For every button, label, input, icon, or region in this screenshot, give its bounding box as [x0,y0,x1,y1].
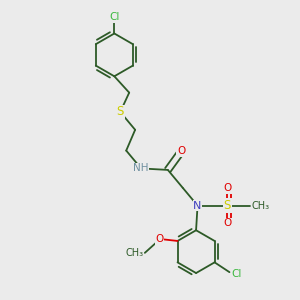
Text: N: N [194,201,202,211]
Text: O: O [177,146,185,157]
Text: Cl: Cl [109,12,119,22]
Text: O: O [223,183,231,193]
Text: S: S [224,199,231,212]
Text: CH₃: CH₃ [125,248,143,258]
Text: O: O [223,218,231,228]
Text: S: S [117,106,124,118]
Text: CH₃: CH₃ [251,201,269,211]
Text: Cl: Cl [231,268,241,279]
Text: NH: NH [133,164,149,173]
Text: O: O [156,235,164,244]
